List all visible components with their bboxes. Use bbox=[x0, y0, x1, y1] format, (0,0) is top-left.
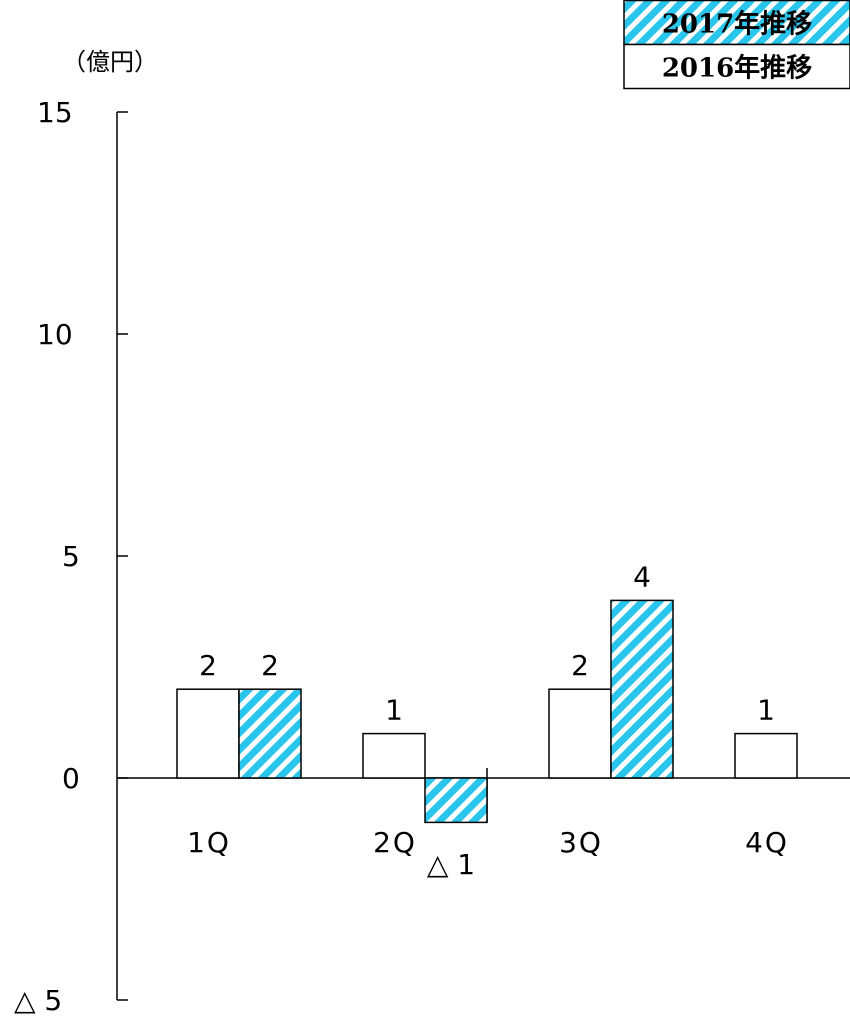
data-label: 1 bbox=[757, 694, 775, 727]
y-tick-label: △ 5 bbox=[14, 984, 62, 1014]
data-label: 2 bbox=[571, 649, 589, 682]
label-layer: 2 1 2 1 2 △ 1 4 bbox=[199, 560, 775, 881]
legend-entry: 2017年推移 bbox=[662, 9, 812, 40]
data-label: △ 1 bbox=[427, 848, 475, 881]
y-tick-label: 0 bbox=[62, 762, 80, 795]
data-label: 2 bbox=[261, 649, 279, 682]
axis-layer: 15 10 5 0 △ 5 （億円） 1Q 2Q 3Q 4Q bbox=[14, 48, 850, 1017]
bar-series-2016 bbox=[548, 688, 612, 779]
y-unit-label: （億円） bbox=[62, 48, 158, 76]
x-category-label: 3Q bbox=[559, 826, 603, 859]
data-label: 4 bbox=[633, 560, 651, 593]
x-category-label: 2Q bbox=[373, 826, 417, 859]
bar-series-2016 bbox=[734, 732, 798, 779]
bar-layer bbox=[176, 599, 798, 824]
legend: 2017年推移 2016年推移 bbox=[623, 0, 850, 90]
x-category-label: 4Q bbox=[745, 826, 789, 859]
y-tick-label: 5 bbox=[62, 540, 80, 573]
bar-series-2017 bbox=[610, 599, 674, 779]
bar-series-2017 bbox=[424, 777, 488, 824]
bar-series-2017 bbox=[238, 688, 302, 779]
bar-series-2016 bbox=[362, 732, 426, 779]
legend-swatch bbox=[623, 43, 850, 90]
legend-entry: 2016年推移 bbox=[662, 53, 812, 84]
y-tick-label: 10 bbox=[37, 318, 73, 351]
data-label: 2 bbox=[199, 649, 217, 682]
data-label: 1 bbox=[385, 694, 403, 727]
x-category-label: 1Q bbox=[187, 826, 231, 859]
y-tick-label: 15 bbox=[37, 96, 73, 129]
bar-series-2016 bbox=[176, 688, 240, 779]
